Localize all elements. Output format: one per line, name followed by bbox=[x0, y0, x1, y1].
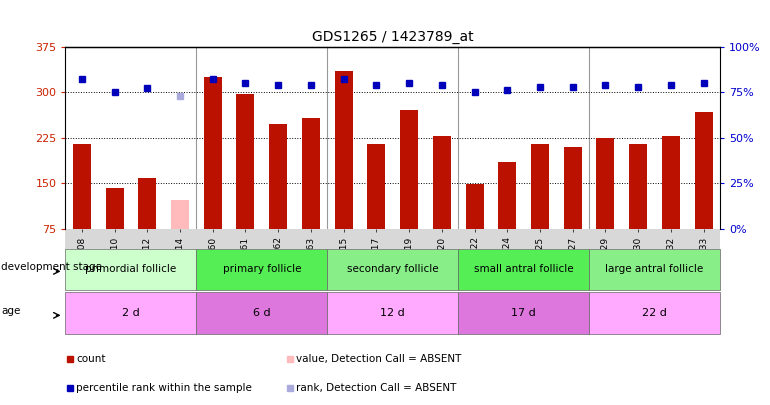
Bar bbox=[564, 147, 581, 229]
Text: 22 d: 22 d bbox=[642, 308, 667, 318]
Text: value, Detection Call = ABSENT: value, Detection Call = ABSENT bbox=[296, 354, 461, 364]
Text: secondary follicle: secondary follicle bbox=[347, 264, 438, 274]
Bar bbox=[597, 138, 614, 229]
Bar bbox=[302, 117, 320, 229]
Bar bbox=[73, 144, 91, 229]
Text: 2 d: 2 d bbox=[122, 308, 140, 318]
Bar bbox=[65, 249, 196, 290]
Bar bbox=[270, 124, 287, 229]
Bar bbox=[531, 144, 549, 229]
Bar bbox=[236, 94, 254, 229]
Bar bbox=[458, 292, 589, 334]
Bar bbox=[139, 178, 156, 229]
Bar bbox=[458, 249, 589, 290]
Text: count: count bbox=[76, 354, 105, 364]
Bar bbox=[327, 292, 458, 334]
Text: 12 d: 12 d bbox=[380, 308, 405, 318]
Bar bbox=[662, 136, 680, 229]
Bar bbox=[171, 200, 189, 229]
Title: GDS1265 / 1423789_at: GDS1265 / 1423789_at bbox=[312, 30, 474, 44]
Text: 6 d: 6 d bbox=[253, 308, 270, 318]
Bar bbox=[204, 77, 222, 229]
Bar bbox=[589, 292, 720, 334]
Bar bbox=[105, 188, 123, 229]
Bar bbox=[327, 249, 458, 290]
Bar bbox=[589, 249, 720, 290]
Text: age: age bbox=[2, 306, 21, 316]
Bar bbox=[367, 144, 385, 229]
Bar bbox=[498, 162, 516, 229]
Text: development stage: development stage bbox=[2, 262, 102, 272]
Text: primary follicle: primary follicle bbox=[223, 264, 301, 274]
Text: primordial follicle: primordial follicle bbox=[85, 264, 176, 274]
Bar bbox=[466, 185, 484, 229]
Bar bbox=[629, 144, 647, 229]
Bar bbox=[196, 249, 327, 290]
Text: 17 d: 17 d bbox=[511, 308, 536, 318]
Bar bbox=[400, 110, 418, 229]
Bar bbox=[335, 71, 353, 229]
Bar bbox=[65, 292, 196, 334]
Text: large antral follicle: large antral follicle bbox=[605, 264, 704, 274]
Bar bbox=[433, 136, 450, 229]
Bar bbox=[196, 292, 327, 334]
Text: percentile rank within the sample: percentile rank within the sample bbox=[76, 383, 252, 393]
Text: small antral follicle: small antral follicle bbox=[474, 264, 574, 274]
Bar bbox=[695, 111, 712, 229]
Text: rank, Detection Call = ABSENT: rank, Detection Call = ABSENT bbox=[296, 383, 456, 393]
